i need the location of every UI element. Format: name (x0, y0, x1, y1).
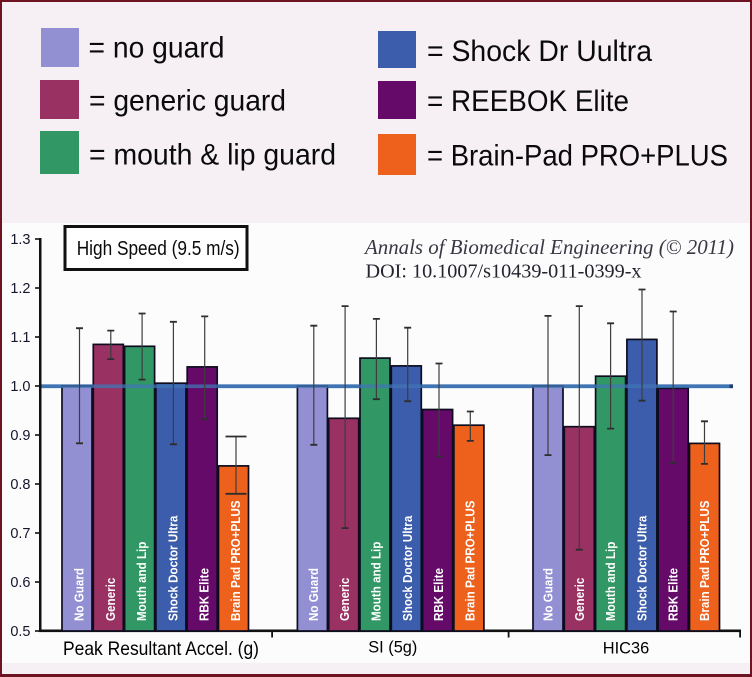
svg-text:= REEBOK Elite: = REEBOK Elite (427, 85, 629, 118)
svg-text:Generic: Generic (573, 578, 587, 621)
svg-text:RBK Elite: RBK Elite (432, 568, 446, 621)
svg-text:Mouth and Lip: Mouth and Lip (370, 541, 384, 621)
svg-text:1.1: 1.1 (10, 330, 30, 346)
svg-text:0.9: 0.9 (10, 428, 30, 444)
svg-text:Brain Pad PRO+PLUS: Brain Pad PRO+PLUS (463, 500, 477, 621)
svg-text:= Shock Dr Uultra: = Shock Dr Uultra (427, 35, 652, 68)
svg-text:= mouth & lip guard: = mouth & lip guard (89, 139, 336, 172)
svg-text:Shock Doctor Ultra: Shock Doctor Ultra (635, 515, 649, 621)
svg-text:No Guard: No Guard (307, 568, 321, 621)
svg-text:Mouth and Lip: Mouth and Lip (604, 541, 618, 621)
svg-text:Generic: Generic (104, 578, 118, 621)
svg-text:DOI: 10.1007/s10439-011-0399-x: DOI: 10.1007/s10439-011-0399-x (366, 261, 642, 283)
svg-text:No Guard: No Guard (542, 568, 556, 621)
svg-text:Mouth and Lip: Mouth and Lip (135, 541, 149, 621)
svg-text:RBK Elite: RBK Elite (198, 568, 212, 621)
svg-text:Annals of Biomedical Engineeri: Annals of Biomedical Engineering (© 2011… (363, 235, 734, 259)
svg-text:0.6: 0.6 (10, 575, 30, 591)
svg-text:Peak Resultant Accel. (g): Peak Resultant Accel. (g) (63, 638, 259, 660)
svg-text:High Speed (9.5 m/s): High Speed (9.5 m/s) (77, 238, 240, 260)
svg-text:Brain Pad PRO+PLUS: Brain Pad PRO+PLUS (229, 501, 243, 622)
svg-text:0.7: 0.7 (10, 526, 30, 542)
svg-text:SI (5g): SI (5g) (368, 638, 417, 657)
svg-text:Generic: Generic (338, 578, 352, 621)
svg-text:Shock Doctor Ultra: Shock Doctor Ultra (166, 515, 180, 621)
svg-text:No Guard: No Guard (73, 568, 87, 621)
svg-text:= no guard: = no guard (89, 32, 225, 65)
svg-text:HIC36: HIC36 (603, 639, 650, 658)
svg-text:Shock Doctor Ultra: Shock Doctor Ultra (401, 515, 415, 621)
svg-text:0.5: 0.5 (10, 624, 30, 640)
svg-text:Brain Pad PRO+PLUS: Brain Pad PRO+PLUS (698, 501, 712, 622)
svg-text:1.0: 1.0 (10, 379, 30, 395)
svg-text:= generic guard: = generic guard (89, 85, 286, 118)
svg-text:= Brain-Pad PRO+PLUS: = Brain-Pad PRO+PLUS (427, 140, 728, 173)
svg-text:0.8: 0.8 (10, 477, 30, 493)
svg-text:RBK Elite: RBK Elite (667, 568, 681, 621)
svg-text:1.3: 1.3 (10, 232, 30, 248)
svg-text:1.2: 1.2 (10, 281, 30, 297)
